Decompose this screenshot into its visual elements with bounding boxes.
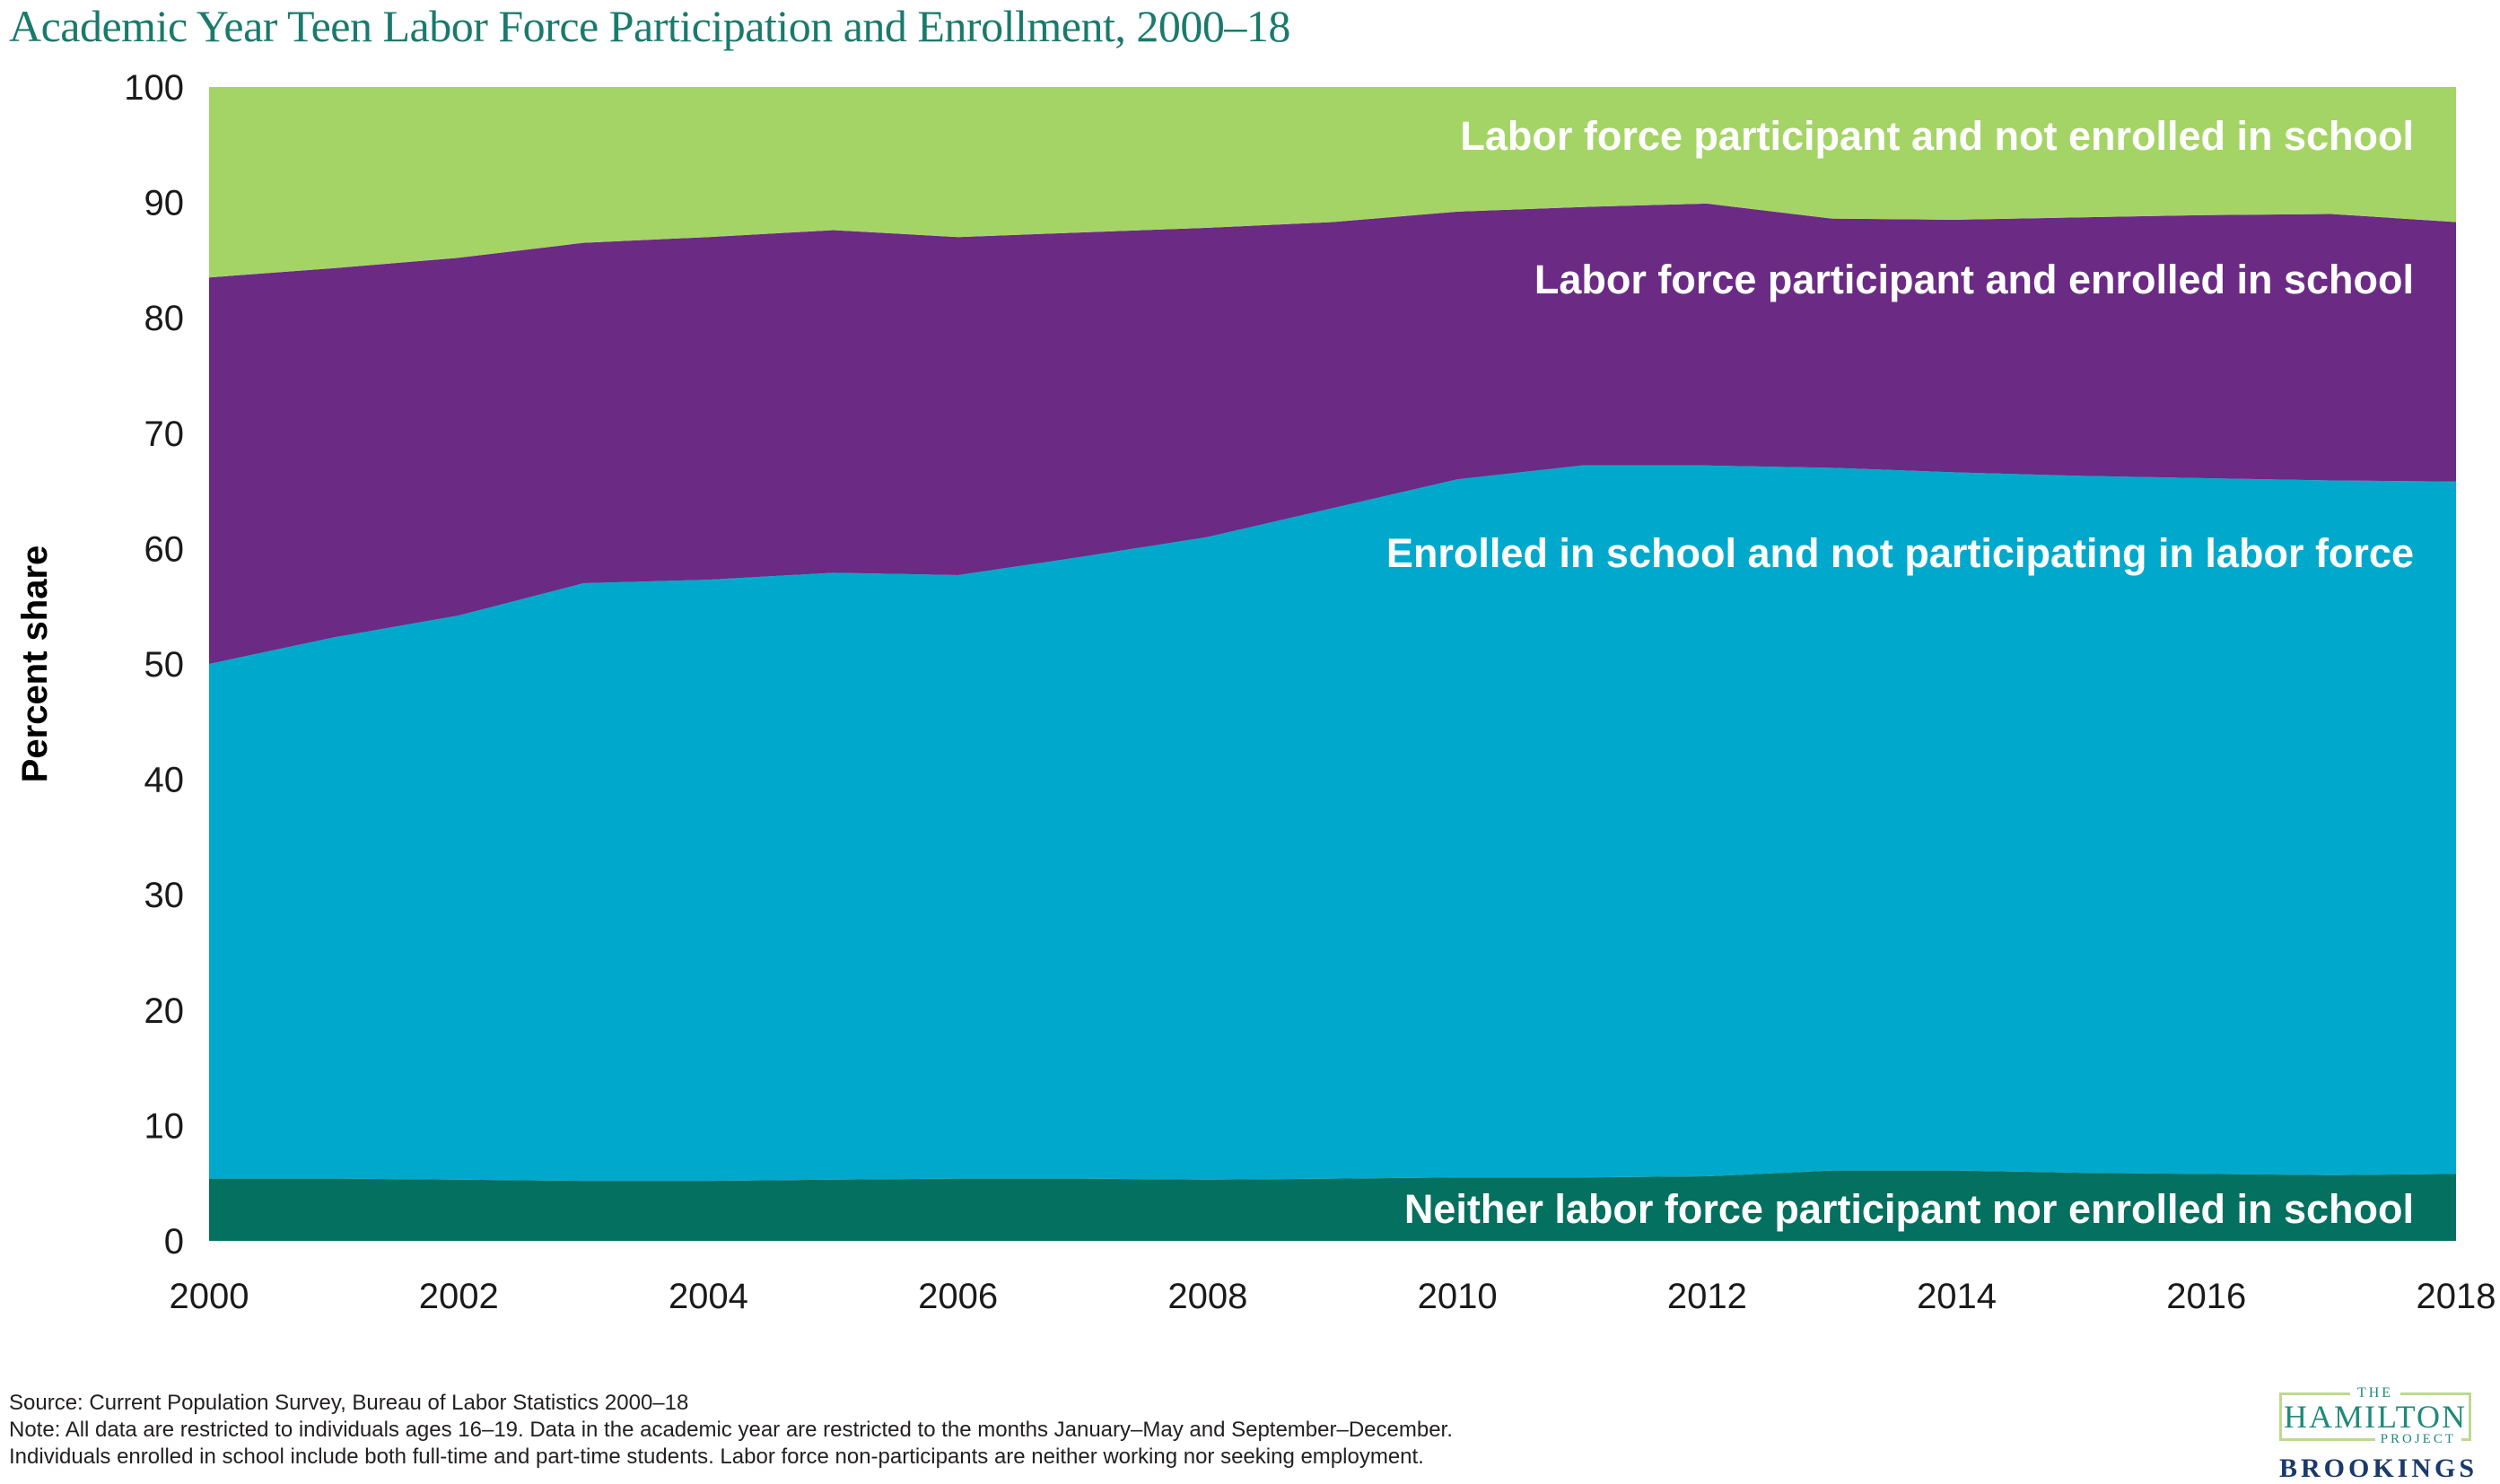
area-label-neither: Neither labor force participant nor enro… bbox=[1404, 1186, 2414, 1232]
x-tick-label: 2010 bbox=[1418, 1277, 1498, 1316]
logo-brookings-text: BROOKINGS bbox=[2279, 1453, 2478, 1483]
y-tick-label: 50 bbox=[144, 645, 185, 685]
y-tick-label: 70 bbox=[144, 415, 185, 454]
x-tick-label: 2004 bbox=[669, 1277, 748, 1316]
x-tick-label: 2008 bbox=[1167, 1277, 1247, 1316]
x-tick-label: 2000 bbox=[170, 1277, 249, 1316]
x-tick-label: 2018 bbox=[2417, 1277, 2496, 1316]
x-tick-label: 2006 bbox=[918, 1277, 998, 1316]
logo-project-text: PROJECT bbox=[2374, 1432, 2461, 1447]
area-label-lf-enrolled: Labor force participant and enrolled in … bbox=[1534, 257, 2414, 302]
logo-the-text: THE bbox=[2349, 1385, 2401, 1401]
x-tick-label: 2012 bbox=[1667, 1277, 1747, 1316]
hamilton-project-brookings-logo: THE HAMILTON PROJECT BROOKINGS bbox=[2279, 1385, 2478, 1484]
y-tick-label: 40 bbox=[144, 761, 185, 800]
area-label-lf-not-enrolled: Labor force participant and not enrolled… bbox=[1460, 113, 2414, 159]
y-tick-label: 90 bbox=[144, 184, 185, 223]
y-tick-label: 30 bbox=[144, 876, 185, 915]
y-tick-label: 60 bbox=[144, 529, 185, 569]
area-neither bbox=[209, 1170, 2456, 1241]
y-axis-label: Percent share bbox=[15, 546, 55, 783]
x-tick-label: 2016 bbox=[2166, 1277, 2246, 1316]
y-tick-label: 0 bbox=[164, 1222, 184, 1261]
y-tick-label: 100 bbox=[124, 68, 184, 108]
y-tick-label: 10 bbox=[144, 1106, 185, 1146]
source-line: Source: Current Population Survey, Burea… bbox=[9, 1391, 689, 1415]
hamilton-logo-box: THE HAMILTON PROJECT bbox=[2279, 1385, 2471, 1447]
note-line-2: Individuals enrolled in school include b… bbox=[9, 1445, 1424, 1469]
area-lf-not-enrolled bbox=[209, 87, 2456, 278]
area-label-enrolled-not-lf: Enrolled in school and not participating… bbox=[1386, 530, 2414, 576]
y-tick-label: 80 bbox=[144, 299, 185, 338]
note-line-1: Note: All data are restricted to individ… bbox=[9, 1418, 1453, 1442]
logo-hamilton-text: HAMILTON bbox=[2283, 1399, 2467, 1435]
x-tick-label: 2014 bbox=[1917, 1277, 1997, 1316]
page-title: Academic Year Teen Labor Force Participa… bbox=[9, 1, 1290, 51]
y-tick-label: 20 bbox=[144, 991, 185, 1031]
x-tick-label: 2002 bbox=[419, 1277, 499, 1316]
area-enrolled-not-lf bbox=[209, 465, 2456, 1182]
chart-notes: Source: Current Population Survey, Burea… bbox=[9, 1390, 1453, 1471]
area-lf-enrolled bbox=[209, 203, 2456, 664]
